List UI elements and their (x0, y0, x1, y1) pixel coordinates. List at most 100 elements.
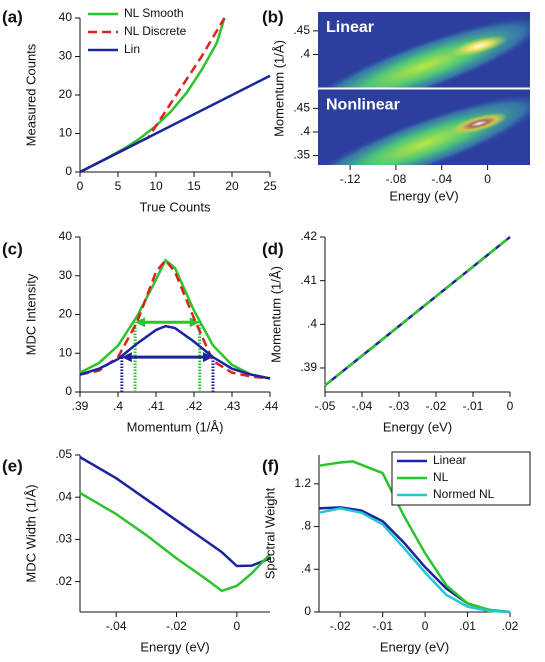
x-axis-label: Energy (eV) (389, 188, 458, 203)
x-axis-label: Energy (eV) (383, 419, 452, 434)
y-axis-label: MDC Width (1/Å) (23, 484, 38, 582)
arrow-head (189, 317, 200, 328)
x-tick-label: -.08 (386, 172, 407, 186)
panel-label: (e) (2, 456, 23, 475)
y-tick-label: .04 (55, 489, 72, 503)
y-tick-label: 1.2 (294, 476, 311, 490)
legend-label: Normed NL (433, 487, 495, 501)
y-axis-label: MDC Intensity (23, 273, 38, 355)
legend-label: Lin (124, 42, 140, 56)
x-tick-label: .43 (224, 399, 241, 413)
y-tick-label: .4 (301, 561, 311, 575)
x-tick-label: 10 (149, 179, 163, 193)
y-tick-label: 0 (304, 604, 311, 618)
x-tick-label: -.04 (106, 619, 127, 633)
x-tick-label: -.01 (372, 619, 393, 633)
y-tick-label: .4 (300, 47, 310, 61)
y-tick-label: 0 (65, 164, 72, 178)
y-tick-label: 10 (59, 345, 73, 359)
y-tick-label: .45 (293, 23, 310, 37)
x-tick-label: -.04 (431, 172, 452, 186)
x-tick-label: -.04 (352, 399, 373, 413)
series-line (79, 456, 271, 568)
y-tick-label: .8 (301, 519, 311, 533)
y-tick-label: .41 (300, 273, 317, 287)
peak (450, 35, 508, 57)
x-tick-label: 0 (77, 179, 84, 193)
panel-label: (d) (262, 239, 284, 258)
x-tick-label: .44 (262, 399, 279, 413)
arrow-head (203, 352, 213, 363)
y-tick-label: .4 (307, 316, 317, 330)
y-tick-label: .42 (300, 229, 317, 243)
series-line (79, 258, 271, 380)
y-tick-label: 0 (65, 384, 72, 398)
x-tick-label: .39 (72, 399, 89, 413)
x-axis-label: Energy (eV) (380, 639, 449, 654)
y-axis-label: Momentum (1/Å) (271, 40, 286, 137)
series-line (79, 324, 271, 380)
arrow-head (135, 317, 146, 328)
heatmap-image (318, 12, 530, 88)
y-tick-label: .45 (293, 101, 310, 115)
x-tick-label: 15 (187, 179, 201, 193)
panel-label: (a) (2, 7, 23, 26)
series-line (79, 17, 226, 174)
series-line (324, 236, 511, 387)
series-line (318, 460, 511, 614)
x-axis-label: True Counts (139, 199, 211, 214)
panel-title: Nonlinear (326, 97, 400, 114)
x-tick-label: 0 (422, 619, 429, 633)
x-axis-label: Energy (eV) (140, 639, 209, 654)
panel-label: (b) (262, 7, 284, 26)
x-tick-label: .41 (148, 399, 165, 413)
series-line (79, 74, 271, 174)
legend-label: NL Smooth (124, 6, 184, 20)
y-tick-label: 20 (59, 307, 73, 321)
y-tick-label: 30 (59, 49, 73, 63)
x-tick-label: 25 (263, 179, 277, 193)
x-tick-label: -.01 (463, 399, 484, 413)
x-tick-label: -.12 (340, 172, 361, 186)
x-tick-label: .42 (186, 399, 203, 413)
panel-title: Linear (326, 19, 374, 36)
panel-label: (f) (262, 456, 279, 475)
series-line (79, 491, 271, 593)
panel-label: (c) (2, 239, 23, 258)
x-tick-label: 0 (507, 399, 514, 413)
y-tick-label: 10 (59, 126, 73, 140)
arrow-head (121, 352, 132, 363)
y-tick-label: .02 (55, 574, 72, 588)
x-tick-label: -.03 (389, 399, 410, 413)
y-axis-label: Momentum (1/Å) (268, 266, 283, 363)
y-tick-label: 40 (59, 10, 73, 24)
legend-label: NL (433, 470, 449, 484)
y-axis-label: Measured Counts (23, 43, 38, 146)
x-tick-label: -.02 (166, 619, 187, 633)
x-tick-label: .01 (459, 619, 476, 633)
x-tick-label: -.02 (330, 619, 351, 633)
y-tick-label: 30 (59, 268, 73, 282)
x-tick-label: .4 (113, 399, 123, 413)
legend-label: Linear (433, 453, 466, 467)
x-tick-label: 0 (484, 172, 491, 186)
x-tick-label: -.05 (315, 399, 336, 413)
x-tick-label: -.02 (426, 399, 447, 413)
x-tick-label: 0 (233, 619, 240, 633)
y-tick-label: 20 (59, 87, 73, 101)
y-axis-label: Spectral Weight (262, 487, 277, 579)
series-line (318, 507, 511, 614)
y-tick-label: 40 (59, 229, 73, 243)
x-tick-label: .02 (502, 619, 519, 633)
y-tick-label: .4 (300, 124, 310, 138)
y-tick-label: .05 (55, 447, 72, 461)
x-tick-label: 5 (115, 179, 122, 193)
heatmap-image (318, 89, 530, 165)
y-tick-label: .39 (300, 360, 317, 374)
series-line (79, 17, 226, 174)
legend-label: NL Discrete (124, 24, 187, 38)
y-tick-label: .03 (55, 532, 72, 546)
y-tick-label: .35 (293, 148, 310, 162)
